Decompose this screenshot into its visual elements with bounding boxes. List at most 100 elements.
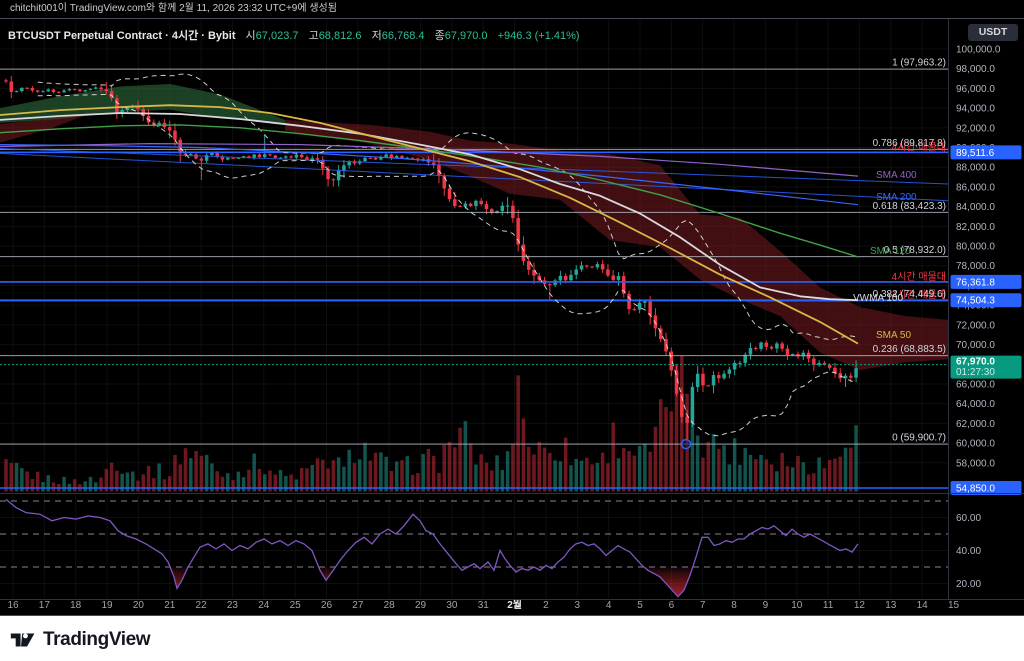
volume-bar xyxy=(41,482,45,492)
volume-bar xyxy=(247,469,251,492)
volume-bar xyxy=(616,458,621,492)
volume-bar xyxy=(379,452,383,492)
price-tick-label: 96,000.0 xyxy=(956,84,995,95)
candle-body xyxy=(236,157,241,159)
volume-bar xyxy=(669,411,674,492)
volume-bar xyxy=(342,466,346,492)
volume-bar xyxy=(764,459,769,492)
volume-bar xyxy=(484,462,489,492)
low-value: 66,768.4 xyxy=(381,30,425,42)
candle-body xyxy=(215,152,219,157)
candle-body xyxy=(569,274,573,281)
volume-bar xyxy=(162,479,167,492)
currency-button[interactable]: USDT xyxy=(968,24,1018,41)
volume-bar xyxy=(664,407,668,492)
volume-bar xyxy=(526,446,531,492)
candle-body xyxy=(210,152,214,156)
price-tick-label: 60,000.0 xyxy=(956,439,995,450)
candle-body xyxy=(389,154,394,158)
interval-label[interactable]: 4시간 xyxy=(171,30,199,42)
volume-bar xyxy=(194,450,198,492)
candle-body xyxy=(532,269,536,276)
trendline[interactable] xyxy=(0,148,948,185)
date-label: 13 xyxy=(885,600,897,611)
price-tick-label: 64,000.0 xyxy=(956,399,995,410)
candle-body xyxy=(14,91,19,93)
chart-legend: BTCUSDT Perpetual Contract · 4시간 · Bybit… xyxy=(8,27,580,43)
labels-layer: 4시간 매물대 4시간 매물대 4시간 매물대 1 (97,963.2) 0.786 (… xyxy=(7,45,1022,611)
volume-bar xyxy=(136,480,140,492)
volume-bar xyxy=(14,462,19,492)
candle-body xyxy=(305,157,309,160)
tradingview-logo[interactable]: TradingView xyxy=(10,629,151,651)
candle-body xyxy=(738,362,742,364)
candle-body xyxy=(754,347,758,349)
volume-bar xyxy=(405,456,410,492)
fib-label: 0.236 (68,883.5) xyxy=(873,344,946,355)
volume-bar xyxy=(732,438,737,492)
candle-body xyxy=(167,127,172,131)
volume-bar xyxy=(500,470,505,492)
ma-label: VWMA 100 xyxy=(853,293,903,304)
open-label: 시 xyxy=(245,30,256,42)
date-label: 16 xyxy=(7,600,19,611)
date-label: 24 xyxy=(258,600,270,611)
symbol-title[interactable]: BTCUSDT Perpetual Contract xyxy=(8,30,163,42)
rsi-tick-label: 20.00 xyxy=(956,579,981,590)
volume-bar xyxy=(35,471,40,492)
volume-bar xyxy=(468,443,473,492)
volume-bar xyxy=(447,441,452,492)
crash-low-marker[interactable] xyxy=(680,438,692,450)
price-tick-label: 94,000.0 xyxy=(956,104,995,115)
candle-body xyxy=(252,154,256,158)
price-pane[interactable] xyxy=(0,20,948,492)
candle-body xyxy=(231,157,235,159)
candle-body xyxy=(484,204,489,210)
date-label: 14 xyxy=(917,600,929,611)
candle-body xyxy=(20,87,24,92)
candle-body xyxy=(342,165,346,171)
volume-bar xyxy=(495,455,499,492)
volume-bar xyxy=(115,470,119,492)
volume-bar xyxy=(210,463,214,492)
candle-body xyxy=(669,351,674,371)
attribution-bar: chitchit001이 TradingView.com와 함께 2월 11, … xyxy=(0,0,1024,18)
volume-bar xyxy=(358,459,362,492)
price-tick-label: 88,000.0 xyxy=(956,163,995,174)
price-tick-label: 84,000.0 xyxy=(956,202,995,213)
candle-body xyxy=(849,375,853,378)
candle-body xyxy=(627,293,631,310)
volume-bar xyxy=(812,473,816,492)
open-value: 67,023.7 xyxy=(255,30,299,42)
volume-bar xyxy=(769,464,774,492)
trendline[interactable] xyxy=(0,152,948,202)
candle-body xyxy=(262,154,267,158)
ma-line-vwma-100 xyxy=(0,112,859,302)
volume-bar xyxy=(257,468,262,492)
volume-bar xyxy=(516,375,520,492)
date-label: 10 xyxy=(791,600,803,611)
candle-body xyxy=(437,165,441,176)
volume-bar xyxy=(299,467,304,492)
volume-bar xyxy=(827,460,832,492)
candle-body xyxy=(410,157,415,159)
zone-price-text: 76,361.8 xyxy=(956,277,995,288)
volume-bar xyxy=(563,437,568,492)
volume-bar xyxy=(658,399,663,492)
candle-body xyxy=(194,154,198,159)
rsi-pane[interactable] xyxy=(0,495,948,598)
chart-canvas[interactable]: 4시간 매물대 4시간 매물대 4시간 매물대 1 (97,963.2) 0.786 (… xyxy=(0,19,1024,617)
candle-body xyxy=(674,370,679,394)
volume-bar xyxy=(104,468,109,492)
volume-bar xyxy=(806,474,811,492)
candle-body xyxy=(315,158,320,160)
candle-body xyxy=(400,156,404,159)
candle-body xyxy=(574,269,578,275)
candle-body xyxy=(463,203,468,207)
candle-body xyxy=(273,155,278,159)
candle-body xyxy=(35,90,40,92)
volume-bar xyxy=(754,459,758,492)
candle-body xyxy=(78,89,82,92)
volume-bar xyxy=(321,459,325,492)
rsi-oversold-fill xyxy=(170,567,188,589)
